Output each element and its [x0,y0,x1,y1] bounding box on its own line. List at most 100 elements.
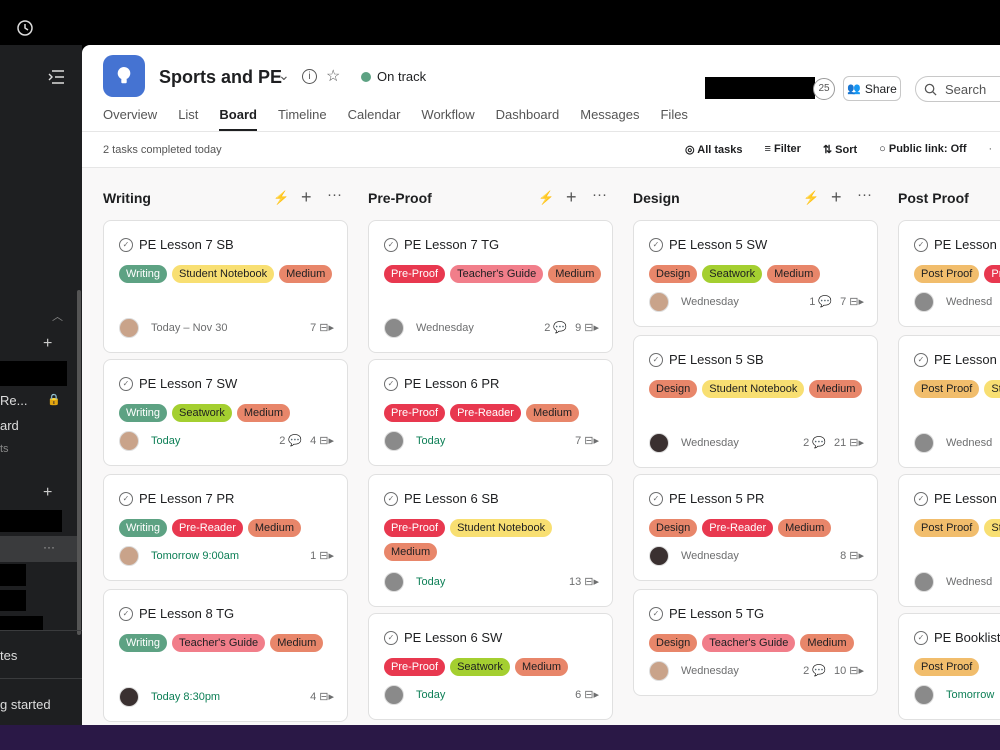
assignee-avatar[interactable] [914,292,934,312]
assignee-avatar[interactable] [119,546,139,566]
assignee-avatar[interactable] [914,685,934,705]
due-date[interactable]: Today [416,576,446,588]
assignee-avatar[interactable] [384,318,404,338]
check-circle-icon[interactable]: ✓ [649,237,663,252]
check-circle-icon[interactable]: ✓ [649,606,663,621]
task-title[interactable]: ✓ PE Lesson 2 [914,491,1000,506]
member-count-badge[interactable]: 25 [813,78,835,100]
subtask-count[interactable]: 7 ⊟▸ [575,435,599,447]
task-title[interactable]: ✓ PE Lesson 6 PR [384,376,499,391]
check-circle-icon[interactable]: ✓ [384,630,398,645]
add-task-icon[interactable]: + [566,187,577,207]
due-date[interactable]: Wednesday [681,550,739,562]
task-card[interactable]: ✓ PE Lesson 5 SB Design Student Notebook Med… [633,335,878,468]
chevron-up-icon[interactable]: ︿ [52,311,63,323]
task-card[interactable]: ✓ PE Lesson 7 TG Pre-Proof Teacher's Guide M… [368,220,613,353]
due-date[interactable]: Wednesday [681,296,739,308]
task-title[interactable]: ✓ PE Lesson 3 [914,352,1000,367]
task-title[interactable]: ✓ PE Lesson 4 [914,237,1000,252]
subtask-count[interactable]: 1 ⊟▸ [310,550,334,562]
tab-overview[interactable]: Overview [103,107,158,122]
sort-button[interactable]: ⇅ Sort [822,144,858,156]
check-circle-icon[interactable]: ✓ [914,630,928,645]
column-title[interactable]: Pre-Proof [368,190,432,206]
tab-timeline[interactable]: Timeline [277,107,327,122]
subtask-count[interactable]: 4 ⊟▸ [310,435,334,447]
check-circle-icon[interactable]: ✓ [384,237,398,252]
more-icon[interactable]: ··· [327,186,342,203]
sidebar-item[interactable]: Re... [0,393,28,408]
task-title[interactable]: ✓ PE Lesson 7 PR [119,491,234,506]
due-date[interactable]: Today [416,689,446,701]
task-title[interactable]: ✓ PE Lesson 6 SW [384,630,502,645]
check-circle-icon[interactable]: ✓ [914,237,928,252]
assignee-avatar[interactable] [119,687,139,707]
tab-list[interactable]: List [178,107,199,122]
task-card[interactable]: ✓ PE Lesson 6 SB Pre-Proof Student Notebook… [368,474,613,607]
tab-dashboard[interactable]: Dashboard [495,107,560,122]
add-icon[interactable]: + [43,335,53,352]
task-card[interactable]: ✓ PE Lesson 5 SW Design Seatwork Medium Wedne… [633,220,878,327]
assignee-avatar[interactable] [119,318,139,338]
task-card[interactable]: ✓ PE Booklist Post Proof Tomorrow [898,613,1000,720]
subtask-count[interactable]: 21 ⊟▸ [833,437,864,449]
public-link-button[interactable]: ○ Public link: Off [879,143,967,155]
project-status[interactable]: On track [377,69,427,84]
task-card[interactable]: ✓ PE Lesson 5 PR Design Pre-Reader Medium Wed… [633,474,878,581]
project-title[interactable]: Sports and PE [159,67,283,87]
due-date[interactable]: Today [151,435,181,447]
task-card[interactable]: ✓ PE Lesson 7 PR Writing Pre-Reader Medium To… [103,474,348,581]
project-icon[interactable] [103,55,145,97]
check-circle-icon[interactable]: ✓ [914,491,928,506]
assignee-avatar[interactable] [914,433,934,453]
column-title[interactable]: Design [633,190,680,206]
check-circle-icon[interactable]: ✓ [384,376,398,391]
more-icon[interactable]: ··· [857,186,872,203]
column-title[interactable]: Post Proof [898,190,969,206]
due-date[interactable]: Tomorrow [946,689,995,701]
tab-files[interactable]: Files [660,107,688,122]
check-circle-icon[interactable]: ✓ [119,237,133,252]
task-card[interactable]: ✓ PE Lesson 7 SB Writing Student Notebook Me… [103,220,348,353]
more-icon[interactable]: · [988,143,993,155]
task-card[interactable]: ✓ PE Lesson 5 TG Design Teacher's Guide Medi… [633,589,878,696]
tab-messages[interactable]: Messages [580,107,640,122]
due-date[interactable]: Tomorrow 9:00am [151,550,240,562]
task-card[interactable]: ✓ PE Lesson 6 SW Pre-Proof Seatwork Medium To… [368,613,613,720]
sidebar-item[interactable]: g started [0,697,51,712]
subtask-count[interactable]: 4 ⊟▸ [310,691,334,703]
due-date[interactable]: Wednesd [946,296,993,308]
check-circle-icon[interactable]: ✓ [119,491,133,506]
assignee-avatar[interactable] [649,292,669,312]
task-title[interactable]: ✓ PE Lesson 5 SB [649,352,764,367]
subtask-count[interactable]: 13 ⊟▸ [568,576,599,588]
check-circle-icon[interactable]: ✓ [384,491,398,506]
more-icon[interactable]: ··· [43,540,55,554]
task-card[interactable]: ✓ PE Lesson 3 Post ProofStMedium Wednesd [898,335,1000,468]
info-icon[interactable]: i [302,69,317,84]
check-circle-icon[interactable]: ✓ [119,606,133,621]
add-task-icon[interactable]: + [301,187,312,207]
check-circle-icon[interactable]: ✓ [119,376,133,391]
assignee-avatar[interactable] [914,572,934,592]
sidebar-item-selected[interactable] [0,536,77,562]
subtask-count[interactable]: 7 ⊟▸ [840,296,864,308]
add-task-icon[interactable]: + [831,187,842,207]
share-button[interactable]: 👥 Share [843,76,901,101]
due-date[interactable]: Today [416,435,446,447]
assignee-avatar[interactable] [649,433,669,453]
assignee-avatar[interactable] [384,685,404,705]
task-card[interactable]: ✓ PE Lesson 7 SW Writing Seatwork Medium Toda… [103,359,348,466]
assignee-avatar[interactable] [384,572,404,592]
more-icon[interactable]: ··· [592,186,607,203]
subtask-count[interactable]: 10 ⊟▸ [833,665,864,677]
tab-workflow[interactable]: Workflow [421,107,475,122]
subtask-count[interactable]: 7 ⊟▸ [310,322,334,334]
sidebar-scrollbar[interactable] [77,290,81,635]
assignee-avatar[interactable] [384,431,404,451]
task-card[interactable]: ✓ PE Lesson 6 PR Pre-Proof Pre-Reader Medium… [368,359,613,466]
due-date[interactable]: Wednesday [681,665,739,677]
sidebar-item[interactable]: ts [0,443,9,455]
collapse-sidebar-icon[interactable] [48,69,66,85]
lightning-icon[interactable]: ⚡ [273,190,290,205]
